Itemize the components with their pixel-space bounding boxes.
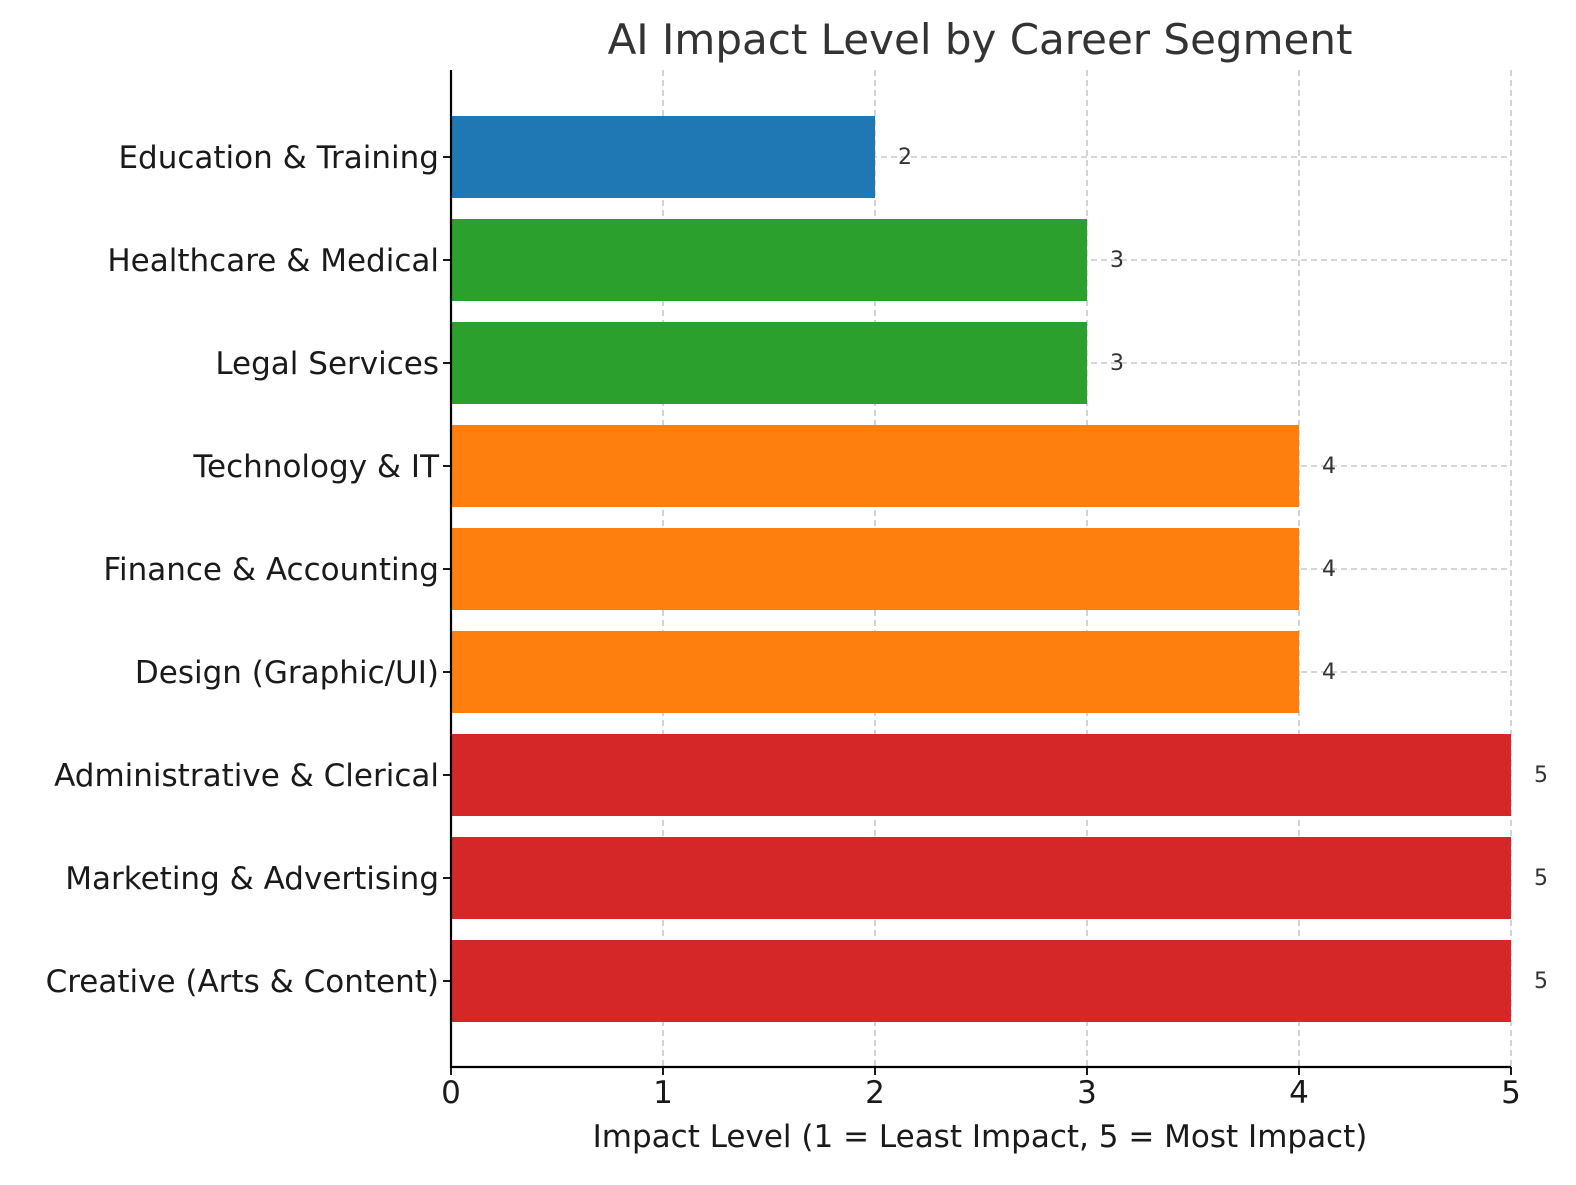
category-label: Healthcare & Medical	[107, 243, 439, 279]
category-label: Design (Graphic/UI)	[135, 655, 439, 691]
category-label: Legal Services	[215, 346, 439, 382]
data-label: 3	[1110, 248, 1124, 273]
data-label: 2	[898, 145, 912, 170]
bar-layer	[451, 116, 1511, 1022]
data-label: 5	[1534, 866, 1548, 891]
bar	[451, 425, 1299, 507]
x-tick-label: 0	[441, 1075, 461, 1111]
data-label: 3	[1110, 351, 1124, 376]
x-tick-label: 1	[653, 1075, 673, 1111]
x-tick-label: 4	[1289, 1075, 1309, 1111]
category-label: Technology & IT	[192, 449, 440, 485]
x-tick-label: 2	[865, 1075, 885, 1111]
data-label-layer: 2 3 3 4 4 4 5 5 5	[898, 145, 1548, 994]
bar	[451, 322, 1087, 404]
data-label: 5	[1534, 969, 1548, 994]
bar	[451, 528, 1299, 610]
category-label: Creative (Arts & Content)	[46, 964, 439, 1000]
bar	[451, 219, 1087, 301]
category-label: Education & Training	[118, 140, 439, 176]
axis-layer: 0 1 2 3 4 5 Education & Training Healthcare & M…	[46, 70, 1521, 1111]
category-label: Marketing & Advertising	[65, 861, 439, 897]
bar	[451, 734, 1511, 816]
data-label: 4	[1322, 660, 1336, 685]
bar	[451, 116, 875, 198]
bar	[451, 631, 1299, 713]
x-tick-label: 3	[1077, 1075, 1097, 1111]
chart-title: AI Impact Level by Career Segment	[608, 15, 1353, 64]
x-axis-title: Impact Level (1 = Least Impact, 5 = Most…	[593, 1119, 1368, 1155]
data-label: 5	[1534, 763, 1548, 788]
category-label: Administrative & Clerical	[54, 758, 439, 794]
data-label: 4	[1322, 454, 1336, 479]
bar	[451, 940, 1511, 1022]
bar	[451, 837, 1511, 919]
data-label: 4	[1322, 557, 1336, 582]
category-label: Finance & Accounting	[103, 552, 439, 588]
x-tick-label: 5	[1501, 1075, 1521, 1111]
